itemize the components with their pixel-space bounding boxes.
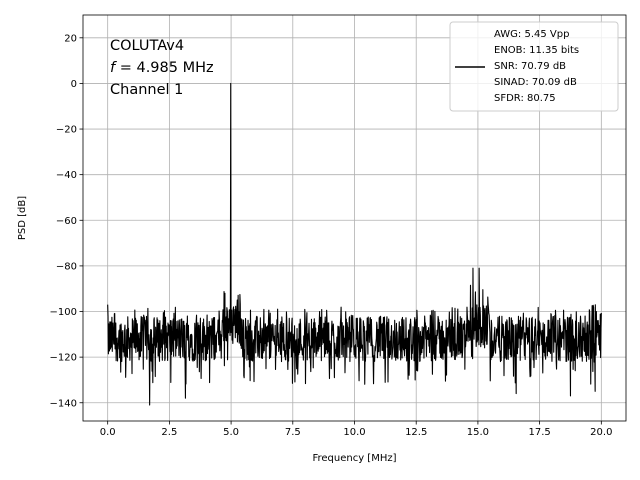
x-tick-label: 10.0 (343, 427, 365, 438)
y-tick-label: −140 (50, 398, 77, 409)
y-tick-label: −80 (56, 261, 77, 272)
y-tick-label: −60 (56, 216, 77, 227)
x-axis-label: Frequency [MHz] (312, 453, 396, 464)
x-tick-label: 12.5 (405, 427, 427, 438)
legend: AWG: 5.45 Vpp ENOB: 11.35 bits SNR: 70.7… (449, 21, 619, 112)
x-tick-label: 17.5 (528, 427, 550, 438)
legend-entry-snr: SNR: 70.79 dB (494, 61, 566, 72)
y-tick-label: −20 (56, 125, 77, 136)
annotation-line-2: f = 4.985 MHz (110, 60, 214, 76)
legend-box (449, 21, 619, 112)
y-tick-label: 0 (71, 79, 77, 90)
y-tick-label: −120 (50, 353, 77, 364)
y-axis-label: PSD [dB] (17, 196, 28, 240)
x-tick-label: 5.0 (223, 427, 239, 438)
x-tick-label: 0.0 (100, 427, 116, 438)
x-tick-label: 7.5 (285, 427, 301, 438)
legend-entry-enob: ENOB: 11.35 bits (494, 45, 579, 56)
x-tick-label: 20.0 (590, 427, 612, 438)
x-tick-label: 15.0 (467, 427, 489, 438)
y-tick-label: −40 (56, 170, 77, 181)
annotation-line-1: COLUTAv4 (110, 38, 184, 54)
y-tick-label: −100 (50, 307, 77, 318)
psd-series (107, 82, 602, 406)
legend-entry-sinad: SINAD: 70.09 dB (494, 77, 577, 88)
legend-entry-sfdr: SFDR: 80.75 (494, 93, 556, 104)
psd-trace-line (107, 82, 602, 406)
annotation-line-3: Channel 1 (110, 82, 183, 98)
y-tick-label: 20 (64, 33, 77, 44)
x-axis-ticks: 0.0 2.5 5.0 7.5 10.0 12.5 15.0 17.5 20.0 (100, 421, 612, 438)
annotation-text: COLUTAv4 f = 4.985 MHz Channel 1 (110, 38, 214, 98)
x-tick-label: 2.5 (161, 427, 177, 438)
legend-entry-awg: AWG: 5.45 Vpp (494, 29, 569, 40)
y-axis-ticks: 20 0 −20 −40 −60 −80 −100 −120 −140 (50, 33, 83, 409)
